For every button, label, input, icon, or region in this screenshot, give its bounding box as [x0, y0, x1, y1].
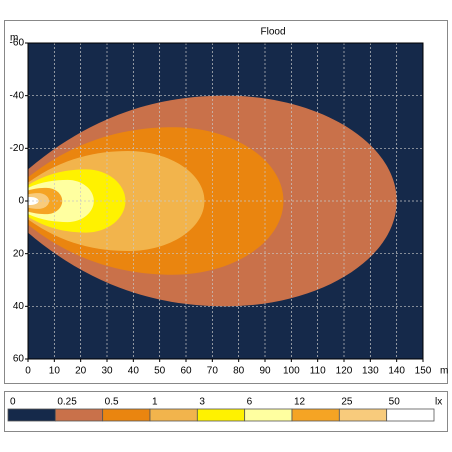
legend-swatch: [244, 408, 293, 422]
y-axis-label: m: [10, 33, 18, 44]
x-tick-label: 110: [310, 366, 326, 377]
legend-swatch: [196, 408, 246, 422]
legend-swatch: [149, 408, 198, 422]
x-tick-label: 30: [101, 366, 113, 377]
isolux-region: [28, 193, 50, 209]
legend-swatch: [338, 408, 388, 422]
legend-swatch: [7, 408, 56, 422]
y-tick-label: -60: [10, 38, 25, 49]
chart-title: Flood: [260, 27, 285, 38]
x-tick-label: 140: [388, 366, 405, 377]
legend-label: 3: [199, 397, 205, 408]
x-axis-label: m: [440, 366, 448, 377]
axes: 0 10 20 30 40 50 60 70 80 90 100 110 120 130 140 150 -60…: [10, 38, 432, 377]
plot-border: [27, 42, 424, 360]
x-tick-label: 120: [336, 366, 353, 377]
legend-label: 0.25: [57, 397, 77, 408]
x-tick-label: 50: [154, 366, 166, 377]
x-tick-label: 60: [180, 366, 192, 377]
legend-swatch: [291, 408, 340, 422]
y-tick-label: 60: [13, 354, 25, 365]
y-tick-label: -20: [10, 143, 25, 154]
legend: 0 0.25 0.5 1 3 6 12 25 50 lx: [7, 397, 442, 422]
y-tick-label: -40: [10, 90, 25, 101]
y-tick-label: 20: [13, 248, 25, 259]
plot-area: [28, 43, 423, 359]
legend-label: 0.5: [105, 397, 119, 408]
x-tick-label: 0: [25, 366, 31, 377]
y-tick-label: 0: [18, 196, 24, 207]
x-tick-label: 100: [283, 366, 300, 377]
x-tick-label: 150: [415, 366, 432, 377]
legend-label: 0: [10, 397, 16, 408]
legend-unit: lx: [435, 397, 442, 408]
legend-label: 1: [152, 397, 158, 408]
x-tick-label: 90: [259, 366, 271, 377]
x-tick-label: 80: [233, 366, 245, 377]
legend-label: 50: [389, 397, 401, 408]
legend-label: 6: [247, 397, 253, 408]
x-tick-label: 20: [75, 366, 87, 377]
legend-swatch: [54, 408, 104, 422]
y-tick-label: 40: [13, 301, 25, 312]
x-tick-label: 70: [207, 366, 219, 377]
x-tick-label: 40: [128, 366, 140, 377]
legend-label: 12: [294, 397, 306, 408]
x-tick-label: 130: [362, 366, 379, 377]
legend-swatch: [386, 408, 435, 422]
legend-swatch: [102, 408, 151, 422]
legend-label: 25: [341, 397, 353, 408]
x-tick-label: 10: [49, 366, 61, 377]
